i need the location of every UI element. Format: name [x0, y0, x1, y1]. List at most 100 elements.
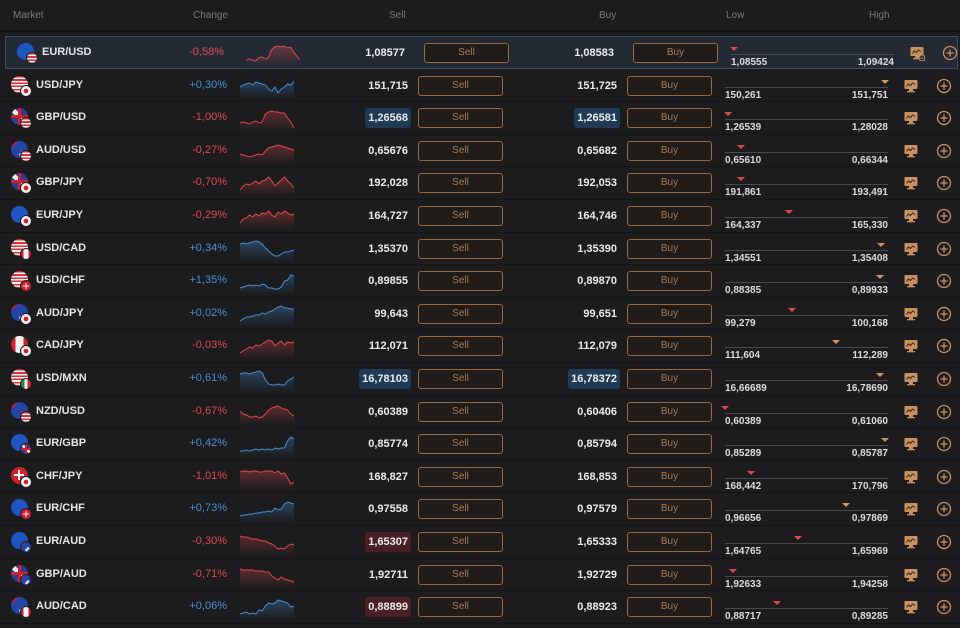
buy-button[interactable]: Buy — [627, 336, 712, 357]
sell-button[interactable]: Sell — [418, 271, 503, 292]
buy-button[interactable]: Buy — [627, 108, 712, 129]
market-pair[interactable]: AUD/USD — [36, 143, 87, 156]
market-pair[interactable]: USD/JPY — [36, 78, 84, 91]
sell-button[interactable]: Sell — [418, 597, 503, 618]
table-row-nzd-usd[interactable]: NZD/USD -0,67% 0,60389 Sell 0,60406 Buy … — [0, 396, 960, 429]
table-row-aud-jpy[interactable]: AUD/JPY +0,02% 99,643 Sell 99,651 Buy 99… — [0, 298, 960, 331]
add-circle-icon[interactable] — [936, 338, 952, 354]
sell-button[interactable]: Sell — [418, 75, 503, 96]
header-high[interactable]: High — [869, 10, 890, 21]
buy-button[interactable]: Buy — [627, 401, 712, 422]
add-circle-icon[interactable] — [936, 273, 952, 289]
table-row-eur-chf[interactable]: EUR/CHF +0,73% 0,97558 Sell 0,97579 Buy … — [0, 493, 960, 526]
add-circle-icon[interactable] — [936, 567, 952, 583]
add-circle-icon[interactable] — [936, 534, 952, 550]
monitor-icon[interactable] — [903, 143, 919, 159]
table-row-usd-jpy[interactable]: USD/JPY +0,30% 151,715 Sell 151,725 Buy … — [0, 70, 960, 103]
market-pair[interactable]: EUR/GBP — [36, 437, 87, 450]
table-row-aud-cad[interactable]: AUD/CAD +0,06% 0,88899 Sell 0,88923 Buy … — [0, 591, 960, 624]
sell-button[interactable]: Sell — [418, 303, 503, 324]
add-circle-icon[interactable] — [936, 143, 952, 159]
market-pair[interactable]: GBP/USD — [36, 111, 87, 124]
add-circle-icon[interactable] — [936, 501, 952, 517]
market-pair[interactable]: EUR/JPY — [36, 209, 84, 221]
add-circle-icon[interactable] — [936, 78, 952, 94]
buy-button[interactable]: Buy — [627, 564, 712, 585]
sell-button[interactable]: Sell — [418, 336, 503, 357]
market-pair[interactable]: GBP/JPY — [36, 176, 84, 189]
market-pair[interactable]: USD/MXN — [36, 372, 87, 384]
sell-button[interactable]: Sell — [418, 434, 503, 455]
buy-button[interactable]: Buy — [627, 173, 712, 194]
buy-button[interactable]: Buy — [627, 532, 712, 552]
monitor-icon[interactable] — [903, 78, 919, 94]
table-row-eur-aud[interactable]: EUR/AUD -0,30% 1,65307 Sell 1,65333 Buy … — [0, 526, 960, 559]
add-circle-icon[interactable] — [936, 208, 952, 224]
monitor-icon[interactable] — [903, 469, 919, 485]
monitor-icon[interactable] — [903, 306, 919, 322]
market-pair[interactable]: USD/CHF — [36, 274, 85, 287]
add-circle-icon[interactable] — [936, 110, 952, 126]
market-pair[interactable]: EUR/CHF — [36, 502, 85, 515]
header-low[interactable]: Low — [726, 10, 745, 21]
buy-button[interactable]: Buy — [627, 206, 712, 226]
buy-button[interactable]: Buy — [627, 75, 712, 96]
table-row-eur-usd[interactable]: EUR/USD -0,58% 1,08577 Sell 1,08583 Buy … — [5, 36, 958, 69]
monitor-icon[interactable] — [903, 404, 919, 420]
add-circle-icon[interactable] — [936, 599, 952, 615]
market-pair[interactable]: USD/CAD — [36, 241, 87, 254]
buy-button[interactable]: Buy — [627, 597, 712, 618]
add-circle-icon[interactable] — [936, 371, 952, 387]
market-pair[interactable]: CAD/JPY — [36, 339, 84, 352]
monitor-icon[interactable] — [903, 338, 919, 354]
sell-button[interactable]: Sell — [418, 369, 503, 389]
table-row-cad-jpy[interactable]: CAD/JPY -0,03% 112,071 Sell 112,079 Buy … — [0, 330, 960, 363]
sell-button[interactable]: Sell — [418, 499, 503, 520]
buy-button[interactable]: Buy — [627, 271, 712, 292]
market-pair[interactable]: AUD/JPY — [36, 306, 84, 319]
buy-button[interactable]: Buy — [627, 499, 712, 520]
add-circle-icon[interactable] — [942, 45, 958, 61]
monitor-icon[interactable] — [903, 208, 919, 224]
market-pair[interactable]: NZD/USD — [36, 404, 85, 417]
sell-button[interactable]: Sell — [418, 173, 503, 194]
add-circle-icon[interactable] — [936, 175, 952, 191]
sell-button[interactable]: Sell — [418, 140, 503, 161]
sell-button[interactable]: Sell — [418, 466, 503, 487]
monitor-icon[interactable] — [903, 599, 919, 615]
add-circle-icon[interactable] — [936, 306, 952, 322]
monitor-icon[interactable] — [903, 175, 919, 191]
table-row-gbp-aud[interactable]: GBP/AUD -0,71% 1,92711 Sell 1,92729 Buy … — [0, 559, 960, 592]
table-row-eur-jpy[interactable]: EUR/JPY -0,29% 164,727 Sell 164,746 Buy … — [0, 200, 960, 233]
monitor-icon[interactable] — [903, 501, 919, 517]
monitor-icon[interactable] — [903, 534, 919, 550]
market-pair[interactable]: EUR/AUD — [36, 535, 87, 547]
sell-button[interactable]: Sell — [418, 206, 503, 226]
table-row-chf-jpy[interactable]: CHF/JPY -1,01% 168,827 Sell 168,853 Buy … — [0, 461, 960, 494]
monitor-icon[interactable] — [903, 273, 919, 289]
header-market[interactable]: Market — [13, 10, 44, 21]
header-buy[interactable]: Buy — [599, 10, 617, 21]
monitor-icon[interactable] — [903, 567, 919, 583]
buy-button[interactable]: Buy — [627, 434, 712, 455]
monitor-icon[interactable] — [903, 110, 919, 126]
table-row-usd-chf[interactable]: USD/CHF +1,35% 0,89855 Sell 0,89870 Buy … — [0, 265, 960, 298]
sell-button[interactable]: Sell — [418, 108, 503, 129]
header-change[interactable]: Change — [193, 10, 229, 21]
monitor-icon[interactable] — [903, 241, 919, 257]
table-row-aud-usd[interactable]: AUD/USD -0,27% 0,65676 Sell 0,65682 Buy … — [0, 135, 960, 168]
header-sell[interactable]: Sell — [389, 10, 406, 21]
add-circle-icon[interactable] — [936, 241, 952, 257]
add-circle-icon[interactable] — [936, 436, 952, 452]
market-pair[interactable]: AUD/CAD — [36, 600, 87, 613]
add-circle-icon[interactable] — [936, 404, 952, 420]
monitor-minus-icon[interactable] — [909, 45, 925, 61]
sell-button[interactable]: Sell — [424, 43, 509, 63]
sell-button[interactable]: Sell — [418, 564, 503, 585]
buy-button[interactable]: Buy — [627, 369, 712, 389]
table-row-gbp-usd[interactable]: GBP/USD -1,00% 1,26568 Sell 1,26581 Buy … — [0, 102, 960, 135]
sell-button[interactable]: Sell — [418, 401, 503, 422]
buy-button[interactable]: Buy — [633, 43, 718, 63]
buy-button[interactable]: Buy — [627, 466, 712, 487]
sell-button[interactable]: Sell — [418, 238, 503, 259]
